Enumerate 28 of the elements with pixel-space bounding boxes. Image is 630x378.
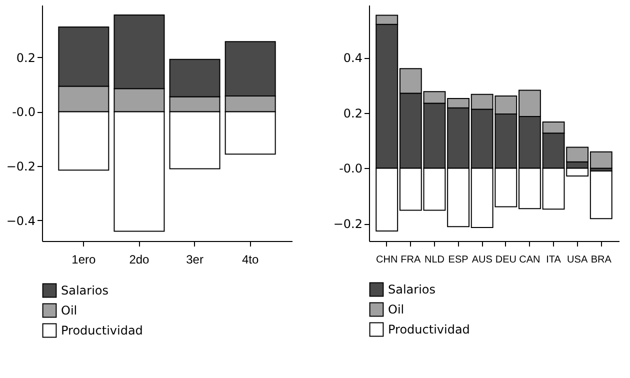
x-tick-label: FRA [400, 254, 421, 266]
y-tick-label: -0.0 [12, 105, 36, 120]
x-tick-label: BRA [590, 254, 612, 266]
x-tick-label: ITA [546, 254, 562, 266]
y-tick-label: −0.4 [6, 214, 36, 228]
x-tick-label: DEU [495, 254, 516, 266]
x-tick-label: 1ero [72, 252, 96, 266]
x-tick-label: CHN [376, 254, 398, 266]
x-tick-label: CAN [519, 254, 540, 266]
legend-label: Salarios [61, 284, 109, 298]
y-tick-label: −0.2 [333, 217, 362, 232]
x-tick-label: NLD [424, 254, 444, 266]
y-tick-label: −0.2 [6, 160, 36, 174]
x-tick-label: USA [567, 254, 588, 266]
x-tick-label: ESP [448, 254, 469, 266]
x-tick-label: AUS [472, 254, 493, 266]
x-tick-label: 2do [129, 252, 150, 266]
legend-label: Oil [388, 302, 404, 316]
legend-label: Oil [61, 304, 78, 318]
legend-label: Salarios [388, 282, 436, 296]
y-tick-label: 0.4 [343, 51, 362, 66]
y-tick-label: -0.0 [339, 162, 362, 176]
x-tick-label: 3er [186, 252, 204, 266]
y-tick-label: 0.2 [16, 50, 36, 65]
legend-label: Productividad [388, 322, 470, 336]
legend-label: Productividad [61, 324, 143, 338]
y-tick-label: 0.2 [343, 106, 362, 120]
x-tick-label: 4to [242, 252, 259, 266]
